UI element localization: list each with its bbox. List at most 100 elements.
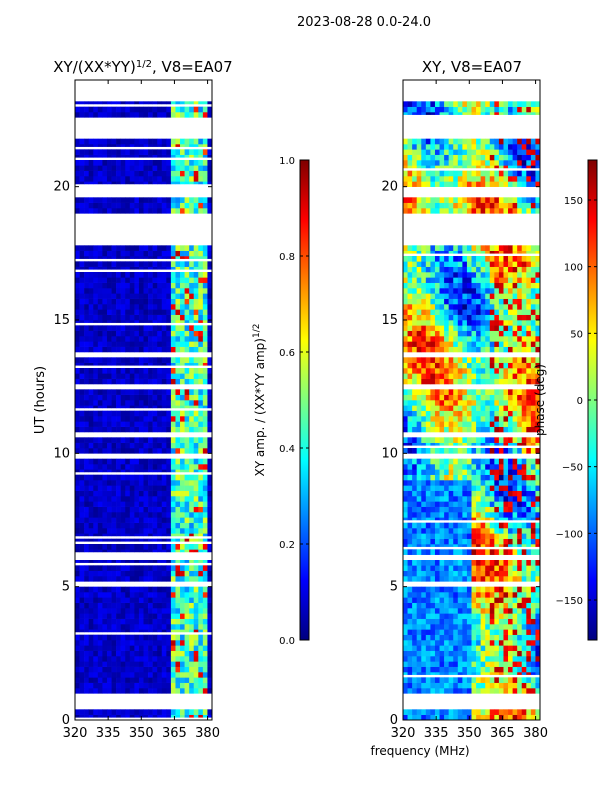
heatmap-cell: [421, 490, 427, 497]
heatmap-cell: [120, 309, 126, 315]
heatmap-cell: [425, 528, 431, 534]
heatmap-cell: [161, 506, 167, 513]
heatmap-cell: [416, 464, 422, 470]
heatmap-cell: [457, 330, 463, 337]
heatmap-cell: [457, 346, 463, 353]
heatmap-cell: [466, 538, 472, 545]
heatmap-cell: [134, 330, 140, 337]
heatmap-cell: [526, 650, 532, 657]
heatmap-cell: [453, 341, 459, 347]
heatmap-cell: [125, 245, 131, 251]
heatmap-cell: [512, 586, 518, 593]
heatmap-cell: [207, 640, 213, 646]
heatmap-cell: [430, 528, 436, 534]
heatmap-cell: [471, 672, 477, 675]
heatmap-cell: [189, 170, 195, 177]
heatmap-cell: [152, 629, 158, 633]
heatmap-cell: [444, 480, 449, 486]
heatmap-cell: [143, 586, 149, 593]
heatmap-cell: [535, 400, 541, 406]
heatmap-cell: [134, 250, 140, 257]
heatmap-cell: [93, 597, 99, 603]
heatmap-cell: [143, 672, 149, 678]
heatmap-cell: [138, 112, 144, 118]
heatmap-cell: [512, 512, 518, 518]
heatmap-cell: [175, 618, 181, 625]
heatmap-cell: [97, 373, 103, 379]
heatmap-cell: [466, 490, 472, 497]
heatmap-cell: [485, 565, 491, 571]
heatmap-cell: [143, 538, 149, 542]
heatmap-cell: [129, 112, 135, 118]
heatmap-cell: [157, 618, 163, 625]
heatmap-cell: [79, 650, 85, 657]
heatmap-cell: [430, 405, 436, 411]
heatmap-cell: [207, 138, 213, 145]
heatmap-cell: [535, 469, 541, 475]
heatmap-cell: [193, 666, 199, 673]
heatmap-cell: [416, 533, 422, 539]
heatmap-cell: [512, 485, 518, 491]
heatmap-cell: [444, 533, 449, 539]
heatmap-cell: [102, 485, 108, 491]
heatmap-cell: [439, 400, 445, 406]
heatmap-cell: [75, 469, 80, 473]
heatmap-cell: [180, 661, 185, 667]
heatmap-cell: [512, 474, 518, 481]
heatmap-cell: [84, 613, 89, 619]
heatmap-cell: [111, 608, 117, 614]
heatmap-cell: [462, 485, 468, 491]
heatmap-cell: [444, 458, 449, 465]
heatmap-cell: [198, 170, 204, 177]
heatmap-cell: [430, 618, 436, 625]
heatmap-cell: [430, 341, 436, 347]
heatmap-cell: [75, 165, 80, 171]
heatmap-cell: [403, 586, 408, 593]
heatmap-cell: [97, 362, 103, 366]
heatmap-cell: [88, 346, 94, 353]
heatmap-cell: [439, 640, 445, 646]
heatmap-cell: [88, 661, 94, 667]
heatmap-cell: [407, 394, 413, 401]
heatmap-cell: [526, 346, 532, 353]
heatmap-cell: [129, 101, 135, 105]
heatmap-cell: [111, 613, 117, 619]
heatmap-cell: [180, 688, 185, 694]
heatmap-cell: [489, 565, 495, 571]
heatmap-cell: [535, 608, 541, 614]
heatmap-cell: [84, 197, 89, 203]
heatmap-cell: [430, 576, 436, 582]
heatmap-cell: [207, 250, 213, 257]
heatmap-cell: [120, 202, 126, 209]
heatmap-cell: [530, 469, 536, 475]
heatmap-cell: [88, 176, 94, 182]
heatmap-cell: [134, 346, 140, 353]
heatmap-cell: [129, 389, 135, 395]
heatmap-cell: [530, 474, 536, 481]
heatmap-cell: [403, 517, 408, 521]
heatmap-cell: [207, 368, 213, 374]
heatmap-cell: [485, 405, 491, 411]
heatmap-cell: [421, 304, 427, 310]
heatmap-cell: [166, 629, 172, 633]
heatmap-cell: [457, 501, 463, 507]
heatmap-cell: [517, 650, 523, 657]
heatmap-cell: [189, 576, 195, 582]
heatmap-cell: [88, 469, 94, 473]
heatmap-cell: [471, 645, 477, 651]
heatmap-cell: [498, 688, 504, 694]
heatmap-cell: [498, 597, 504, 603]
heatmap-cell: [102, 197, 108, 203]
heatmap-cell: [129, 373, 135, 379]
heatmap-cell: [521, 506, 527, 513]
heatmap-cell: [453, 325, 459, 331]
heatmap-cell: [521, 405, 527, 411]
heatmap-cell: [412, 400, 417, 406]
heatmap-cell: [184, 634, 190, 641]
heatmap-cell: [462, 490, 468, 497]
heatmap-cell: [498, 480, 504, 486]
heatmap-cell: [416, 490, 422, 497]
heatmap-cell: [143, 517, 149, 523]
heatmap-cell: [143, 688, 149, 694]
heatmap-cell: [489, 341, 495, 347]
